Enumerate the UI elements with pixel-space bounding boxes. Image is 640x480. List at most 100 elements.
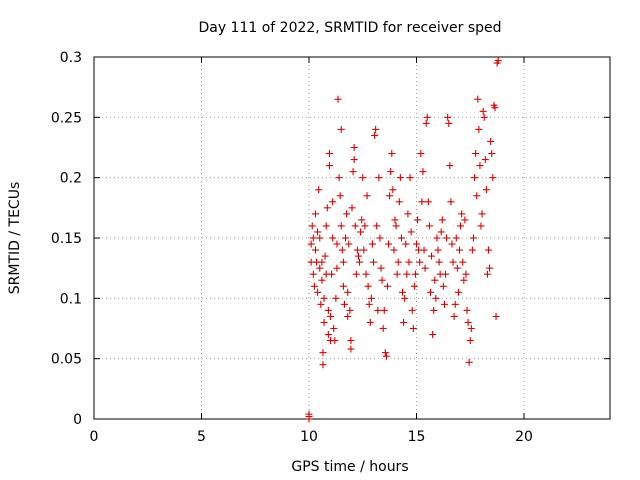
data-point xyxy=(333,240,341,248)
data-point xyxy=(408,306,416,314)
data-point xyxy=(479,107,487,115)
data-point xyxy=(377,264,385,272)
data-point xyxy=(471,174,479,182)
data-point xyxy=(383,282,391,290)
data-point xyxy=(410,282,418,290)
data-point xyxy=(449,258,457,266)
data-point xyxy=(485,246,493,254)
data-point xyxy=(382,352,390,360)
axis-ticks xyxy=(93,56,610,420)
data-point xyxy=(344,288,352,296)
data-point xyxy=(411,270,419,278)
data-point xyxy=(329,198,337,206)
data-point xyxy=(473,192,481,200)
data-point xyxy=(482,186,490,194)
data-point xyxy=(452,234,460,242)
data-point xyxy=(361,222,369,230)
data-point xyxy=(421,264,429,272)
data-point xyxy=(347,337,355,345)
data-point xyxy=(418,198,426,206)
data-point xyxy=(416,258,424,266)
x-axis-label: GPS time / hours xyxy=(291,459,408,475)
data-point xyxy=(321,252,329,260)
data-point xyxy=(322,222,330,230)
data-point xyxy=(357,228,365,236)
data-point xyxy=(468,246,476,254)
data-point xyxy=(465,358,473,366)
data-point xyxy=(318,258,326,266)
data-point xyxy=(390,246,398,254)
data-point xyxy=(385,240,393,248)
data-point xyxy=(469,234,477,242)
data-point xyxy=(386,192,394,200)
data-point xyxy=(315,186,323,194)
data-point xyxy=(380,306,388,314)
y-tick-label: 0 xyxy=(73,412,82,428)
data-point xyxy=(339,282,347,290)
data-point xyxy=(360,246,368,254)
data-point xyxy=(351,222,359,230)
data-point xyxy=(344,312,352,320)
data-point xyxy=(447,198,455,206)
data-point xyxy=(404,210,412,218)
data-point xyxy=(328,270,336,278)
data-point xyxy=(457,222,465,230)
data-point xyxy=(378,276,386,284)
data-point xyxy=(397,234,405,242)
data-point xyxy=(463,306,471,314)
data-point xyxy=(489,174,497,182)
data-point xyxy=(388,150,396,158)
data-point xyxy=(336,192,344,200)
data-point xyxy=(392,222,400,230)
data-point xyxy=(450,312,458,320)
data-point xyxy=(431,276,439,284)
y-axis-label: SRMTID / TECUs xyxy=(7,182,23,295)
data-point xyxy=(432,294,440,302)
data-point xyxy=(347,345,355,353)
y-tick-label: 0.1 xyxy=(60,291,82,307)
data-point xyxy=(339,258,347,266)
data-point xyxy=(480,113,488,121)
data-point xyxy=(366,318,374,326)
data-point xyxy=(311,246,319,254)
data-point xyxy=(407,228,415,236)
data-point xyxy=(459,258,467,266)
data-point xyxy=(478,210,486,218)
x-tick-label: 20 xyxy=(515,429,533,445)
data-point xyxy=(373,222,381,230)
data-point xyxy=(391,216,399,224)
data-point xyxy=(337,125,345,133)
data-point xyxy=(437,228,445,236)
data-point xyxy=(438,216,446,224)
data-point xyxy=(483,270,491,278)
data-point xyxy=(350,156,358,164)
data-point xyxy=(314,228,322,236)
data-point xyxy=(323,204,331,212)
data-point xyxy=(364,282,372,290)
data-point xyxy=(329,234,337,242)
data-point xyxy=(319,349,327,357)
data-point xyxy=(316,234,324,242)
grid xyxy=(94,57,610,419)
data-point xyxy=(419,168,427,176)
data-point xyxy=(475,125,483,133)
data-point xyxy=(433,234,441,242)
data-point xyxy=(467,325,475,332)
data-point xyxy=(325,162,333,170)
tick-labels: 0 5 10 15 20 0 0.05 0.1 0.15 0.2 0.25 0.3 xyxy=(51,50,533,445)
data-point xyxy=(309,234,317,242)
data-point xyxy=(309,270,317,278)
data-point xyxy=(429,331,437,339)
data-point xyxy=(371,131,379,139)
data-point xyxy=(413,240,420,248)
data-point xyxy=(327,312,334,320)
x-tick-label: 10 xyxy=(300,429,318,445)
data-point xyxy=(359,174,367,182)
data-point xyxy=(444,113,452,121)
data-point xyxy=(422,119,430,127)
data-point xyxy=(311,210,319,218)
data-point xyxy=(365,300,373,308)
data-point xyxy=(446,162,454,170)
data-point xyxy=(324,306,332,314)
data-point xyxy=(320,318,328,326)
